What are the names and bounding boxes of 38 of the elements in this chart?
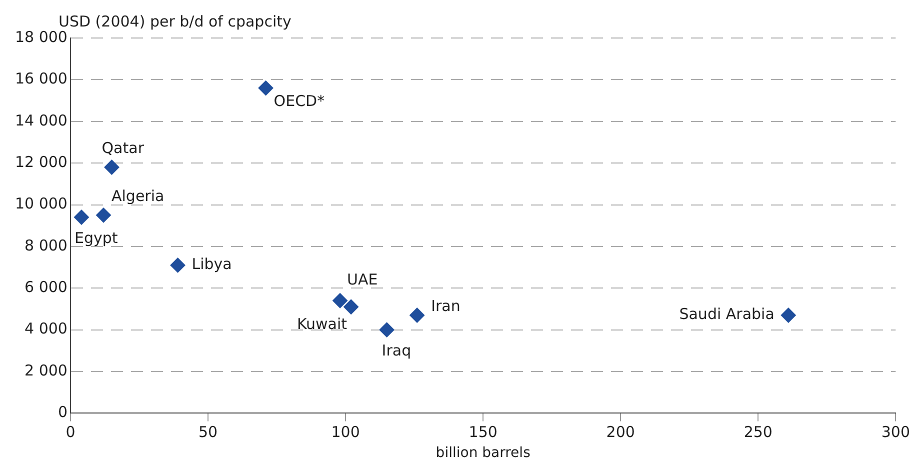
annotation: Algeria <box>111 187 164 206</box>
x-tick-label: 100 <box>331 423 360 442</box>
x-axis-title: billion barrels <box>436 445 530 462</box>
point <box>332 293 348 308</box>
point <box>379 322 394 338</box>
y-tick-label: 12 000 <box>14 152 68 171</box>
point <box>104 160 120 175</box>
point <box>344 299 359 314</box>
y-tick-label: 4 000 <box>24 320 68 338</box>
x-tick-label: 200 <box>606 423 635 442</box>
annotation: Iran <box>431 297 460 316</box>
y-tick-label: 8 000 <box>24 236 68 254</box>
x-tick-label: 300 <box>881 423 910 442</box>
y-tick-label: 14 000 <box>14 111 68 130</box>
y-axis-title: USD (2004) per b/d of cpapcity <box>58 12 292 30</box>
annotation: Qatar <box>102 139 145 158</box>
y-tick-label: 10 000 <box>14 194 68 213</box>
point <box>96 208 111 223</box>
annotation: Iraq <box>382 342 412 360</box>
annotation: UAE <box>347 270 378 289</box>
point <box>170 258 186 273</box>
annotation: Egypt <box>74 229 118 248</box>
x-tick-label: 50 <box>198 423 218 442</box>
y-tick-label: 18 000 <box>14 28 68 46</box>
x-tick-label: 250 <box>744 423 772 442</box>
y-tick-label: 16 000 <box>14 70 68 88</box>
annotation: OECD* <box>274 92 326 110</box>
y-tick-label: 0 <box>58 403 68 422</box>
point <box>258 80 274 96</box>
point <box>74 210 89 225</box>
point <box>410 308 425 323</box>
x-tick-label: 150 <box>468 423 498 442</box>
y-tick-label: 2 000 <box>24 361 68 380</box>
point <box>780 308 796 323</box>
y-tick-label: 6 000 <box>24 278 68 296</box>
annotation: Kuwait <box>296 314 348 333</box>
annotation: Libya <box>192 255 232 274</box>
annotation: Saudi Arabia <box>679 305 774 324</box>
